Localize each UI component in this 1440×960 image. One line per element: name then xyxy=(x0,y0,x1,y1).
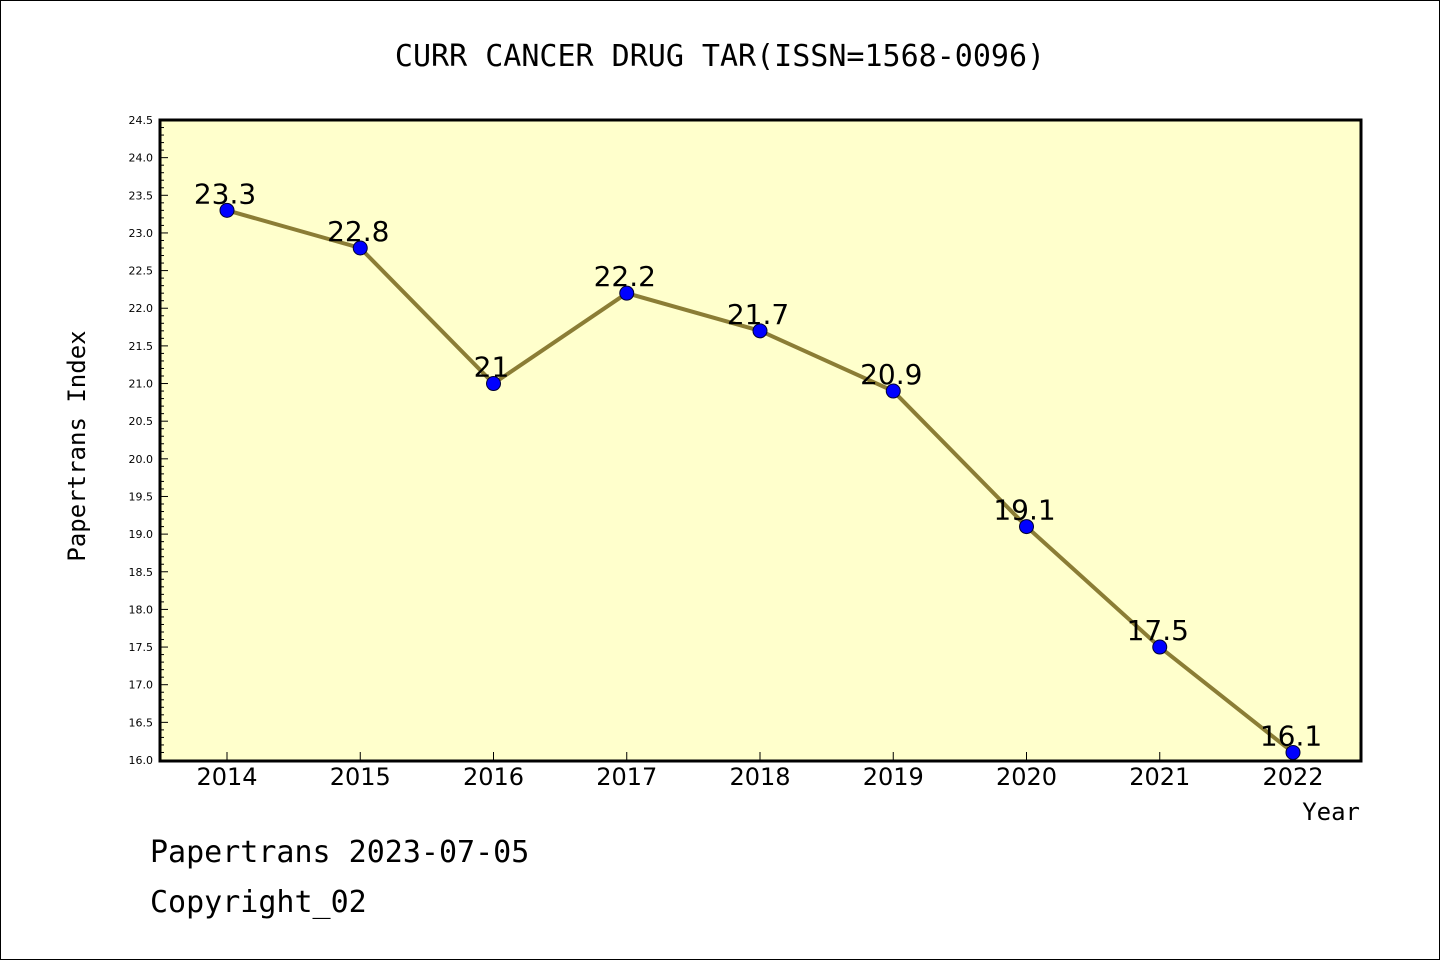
footer-copyright: Copyright_02 xyxy=(150,885,367,920)
x-tick-label: 2016 xyxy=(463,763,524,791)
y-tick-label: 18.5 xyxy=(129,566,154,579)
y-axis: 16.0 16.5 17.0 17.5 18.0 18.5 19.0 19.5 20.0 20.5… xyxy=(129,114,168,767)
data-label: 16.1 xyxy=(1260,719,1322,752)
chart-title: CURR CANCER DRUG TAR(ISSN=1568-0096) xyxy=(395,39,1045,74)
data-label: 22.8 xyxy=(327,215,389,248)
x-tick-label: 2020 xyxy=(996,763,1057,791)
data-point-marker xyxy=(352,240,368,256)
data-point-marker xyxy=(1019,519,1034,535)
y-tick-label: 21.0 xyxy=(129,378,154,391)
y-tick-label: 18.0 xyxy=(129,603,154,616)
data-label: 19.1 xyxy=(993,494,1055,527)
y-tick-label: 20.5 xyxy=(129,415,154,428)
footer-date: Papertrans 2023-07-05 xyxy=(150,835,530,870)
x-tick-label: 2014 xyxy=(196,763,257,791)
y-tick-label: 24.0 xyxy=(129,152,154,165)
y-tick-label: 17.5 xyxy=(129,641,154,654)
y-tick-label: 24.5 xyxy=(129,114,154,127)
data-point-marker xyxy=(1152,639,1168,655)
data-label: 20.9 xyxy=(860,358,922,391)
data-label: 17.5 xyxy=(1127,614,1189,647)
x-tick-label: 2017 xyxy=(596,763,657,791)
data-label: 21 xyxy=(474,351,510,384)
series-line-group xyxy=(219,202,1301,760)
data-label: 21.7 xyxy=(727,298,789,331)
data-point-marker xyxy=(885,383,901,399)
y-tick-label: 17.0 xyxy=(129,679,154,692)
y-tick-label: 20.0 xyxy=(129,453,154,466)
x-axis: 2014 2015 2016 2017 2018 2019 2020 2021 2022 xyxy=(196,752,1324,791)
y-tick-label: 21.5 xyxy=(129,340,154,353)
data-label: 23.3 xyxy=(194,177,256,210)
y-tick-label: 22.5 xyxy=(129,265,154,278)
x-tick-label: 2015 xyxy=(330,763,391,791)
data-point-marker xyxy=(619,285,635,301)
y-tick-label: 19.5 xyxy=(129,490,154,503)
y-tick-label: 23.0 xyxy=(129,227,154,240)
data-point-marker xyxy=(1285,744,1301,760)
data-label: 22.2 xyxy=(594,260,656,293)
x-tick-label: 2022 xyxy=(1262,763,1323,791)
y-axis-label: Papertrans Index xyxy=(63,330,91,561)
data-point-marker xyxy=(219,202,235,218)
data-point-marker xyxy=(752,323,768,339)
y-tick-label: 22.0 xyxy=(129,302,154,315)
x-tick-label: 2019 xyxy=(863,763,924,791)
data-label-group: 23.3 22.8 21 22.2 21.7 20.9 19.1 17.5 16.1 xyxy=(194,177,1322,752)
x-tick-label: 2018 xyxy=(729,763,790,791)
y-tick-label: 23.5 xyxy=(129,189,154,202)
y-tick-label: 16.5 xyxy=(129,716,154,729)
x-axis-label: Year xyxy=(1302,798,1360,826)
data-point-marker xyxy=(486,376,501,392)
y-tick-label: 16.0 xyxy=(129,754,154,767)
y-tick-label: 19.0 xyxy=(129,528,154,541)
x-tick-label: 2021 xyxy=(1129,763,1190,791)
